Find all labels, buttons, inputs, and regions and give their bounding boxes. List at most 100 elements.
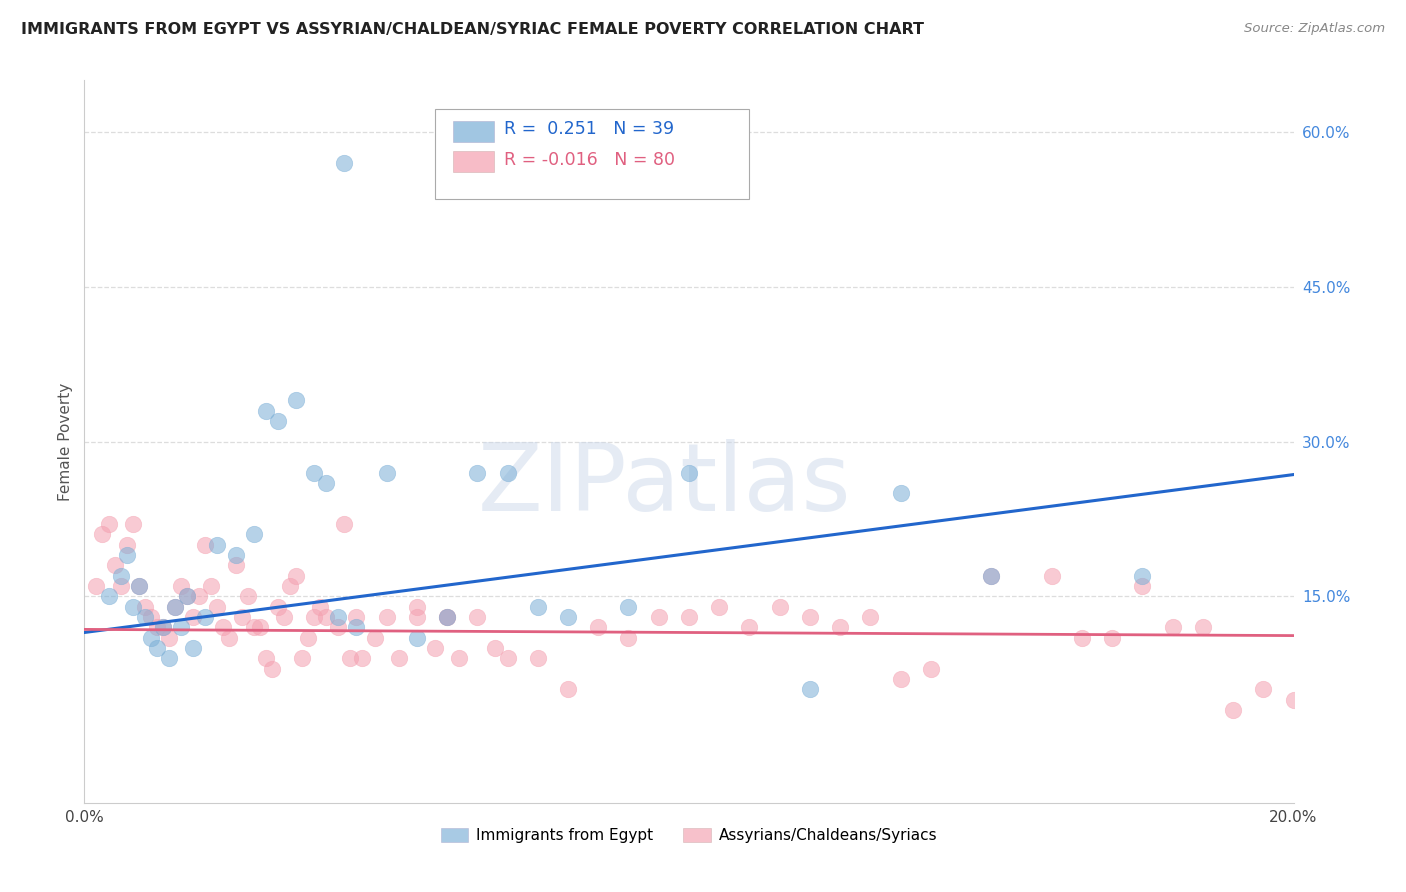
FancyBboxPatch shape — [453, 120, 495, 142]
Point — [176, 590, 198, 604]
Point — [436, 610, 458, 624]
Point — [406, 631, 429, 645]
Point — [709, 599, 731, 614]
Point — [121, 599, 143, 614]
Point — [181, 610, 204, 624]
Point — [207, 599, 229, 614]
Point — [436, 610, 458, 624]
Point — [170, 579, 193, 593]
Point — [333, 156, 356, 170]
Point — [128, 579, 150, 593]
Point — [920, 662, 942, 676]
Point — [1222, 703, 1244, 717]
Point — [104, 558, 127, 573]
Point — [242, 527, 264, 541]
Point — [1071, 631, 1094, 645]
Point — [328, 610, 350, 624]
Point — [225, 558, 247, 573]
Point — [225, 548, 247, 562]
Point — [1282, 692, 1305, 706]
Point — [200, 579, 222, 593]
Point — [194, 538, 217, 552]
Point — [328, 620, 350, 634]
Point — [170, 620, 193, 634]
Point — [980, 568, 1002, 582]
Point — [527, 651, 550, 665]
Point — [388, 651, 411, 665]
Point — [769, 599, 792, 614]
FancyBboxPatch shape — [453, 151, 495, 172]
Point — [315, 475, 337, 490]
Point — [176, 590, 198, 604]
Point — [1192, 620, 1215, 634]
FancyBboxPatch shape — [434, 109, 749, 200]
Point — [496, 651, 519, 665]
Point — [152, 620, 174, 634]
Point — [309, 599, 332, 614]
Point — [157, 631, 180, 645]
Point — [315, 610, 337, 624]
Point — [194, 610, 217, 624]
Point — [375, 610, 398, 624]
Point — [799, 610, 821, 624]
Point — [128, 579, 150, 593]
Point — [139, 631, 162, 645]
Point — [406, 610, 429, 624]
Point — [97, 517, 120, 532]
Point — [648, 610, 671, 624]
Point — [146, 620, 169, 634]
Point — [110, 579, 132, 593]
Point — [115, 538, 138, 552]
Point — [799, 682, 821, 697]
Legend: Immigrants from Egypt, Assyrians/Chaldeans/Syriacs: Immigrants from Egypt, Assyrians/Chaldea… — [434, 822, 943, 849]
Point — [188, 590, 211, 604]
Point — [890, 672, 912, 686]
Point — [1101, 631, 1123, 645]
Point — [302, 466, 325, 480]
Point — [139, 610, 162, 624]
Point — [97, 590, 120, 604]
Point — [1040, 568, 1063, 582]
Text: Source: ZipAtlas.com: Source: ZipAtlas.com — [1244, 22, 1385, 36]
Point — [617, 599, 640, 614]
Point — [157, 651, 180, 665]
Point — [278, 579, 301, 593]
Point — [165, 599, 187, 614]
Text: IMMIGRANTS FROM EGYPT VS ASSYRIAN/CHALDEAN/SYRIAC FEMALE POVERTY CORRELATION CHA: IMMIGRANTS FROM EGYPT VS ASSYRIAN/CHALDE… — [21, 22, 924, 37]
Point — [218, 631, 240, 645]
Point — [121, 517, 143, 532]
Text: R =  0.251   N = 39: R = 0.251 N = 39 — [503, 120, 673, 138]
Point — [496, 466, 519, 480]
Point — [890, 486, 912, 500]
Point — [527, 599, 550, 614]
Point — [436, 610, 458, 624]
Point — [980, 568, 1002, 582]
Point — [110, 568, 132, 582]
Point — [484, 640, 506, 655]
Point — [738, 620, 761, 634]
Point — [91, 527, 114, 541]
Point — [678, 610, 700, 624]
Point — [406, 599, 429, 614]
Point — [152, 620, 174, 634]
Point — [134, 599, 156, 614]
Point — [273, 610, 295, 624]
Text: ZIPatlas: ZIPatlas — [478, 439, 852, 531]
Point — [146, 640, 169, 655]
Point — [254, 403, 277, 417]
Point — [285, 393, 308, 408]
Point — [467, 610, 489, 624]
Point — [467, 466, 489, 480]
Point — [291, 651, 314, 665]
Point — [375, 466, 398, 480]
Point — [859, 610, 882, 624]
Point — [297, 631, 319, 645]
Point — [1130, 579, 1153, 593]
Point — [231, 610, 253, 624]
Point — [249, 620, 271, 634]
Point — [267, 599, 290, 614]
Point — [285, 568, 308, 582]
Point — [333, 517, 356, 532]
Point — [339, 651, 361, 665]
Point — [165, 599, 187, 614]
